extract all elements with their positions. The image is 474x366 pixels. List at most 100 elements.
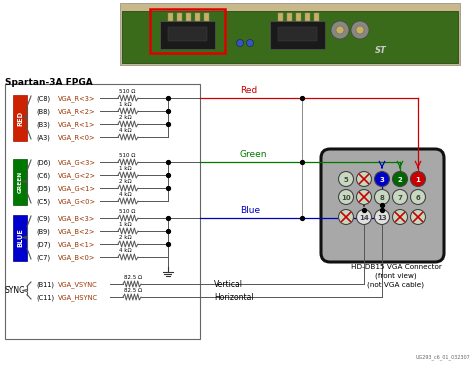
Text: (B11): (B11) [36,281,54,288]
Text: (D7): (D7) [36,241,51,248]
Text: (C6): (C6) [36,172,50,179]
Text: VGA_G<3>: VGA_G<3> [58,159,96,166]
Text: Vertical: Vertical [214,280,243,289]
Text: VGA_HSYNC: VGA_HSYNC [58,294,98,301]
Text: VGA_B<1>: VGA_B<1> [58,241,95,248]
Text: (B8): (B8) [36,108,50,115]
Circle shape [374,172,390,187]
Bar [195,13,200,21]
Bar [168,13,173,21]
Circle shape [410,190,426,205]
Text: 4 kΩ: 4 kΩ [119,248,132,253]
Bar [305,13,310,21]
Text: VGA_VSYNC: VGA_VSYNC [58,281,98,288]
Text: (B3): (B3) [36,121,50,128]
Text: 1 kΩ: 1 kΩ [119,166,132,171]
Text: Green: Green [240,150,267,159]
Text: Red: Red [240,86,257,95]
Circle shape [410,172,426,187]
Circle shape [392,190,408,205]
Text: 6: 6 [416,194,420,201]
Text: 2: 2 [398,176,402,183]
Circle shape [338,209,354,224]
Circle shape [374,209,390,224]
Text: (C9): (C9) [36,215,50,222]
Circle shape [338,190,354,205]
Text: (C5): (C5) [36,198,50,205]
Text: 10: 10 [341,194,351,201]
Text: ST: ST [375,46,387,55]
Text: (D5): (D5) [36,185,51,192]
Text: GREEN: GREEN [18,171,22,193]
Bar [160,21,215,49]
Text: Spartan-3A FPGA: Spartan-3A FPGA [5,78,93,87]
Circle shape [246,40,254,46]
Circle shape [374,190,390,205]
Text: 1 kΩ: 1 kΩ [119,222,132,227]
Text: 8: 8 [380,194,384,201]
Text: 510 Ω: 510 Ω [119,209,136,214]
Text: VGA_B<2>: VGA_B<2> [58,228,95,235]
Text: VGA_R<3>: VGA_R<3> [58,95,95,102]
Circle shape [338,172,354,187]
Text: 82.5 Ω: 82.5 Ω [124,275,142,280]
Text: VGA_G<0>: VGA_G<0> [58,198,96,205]
Bar [177,13,182,21]
Circle shape [351,21,369,39]
Bar [168,27,207,41]
Text: (C11): (C11) [36,294,54,301]
Bar [186,13,191,21]
Circle shape [392,209,408,224]
Text: 7: 7 [398,194,402,201]
Bar [314,13,319,21]
Text: 2 kΩ: 2 kΩ [119,235,132,240]
Circle shape [356,26,364,34]
Text: UG293_c6_01_032307: UG293_c6_01_032307 [415,354,470,360]
Text: VGA_G<1>: VGA_G<1> [58,185,96,192]
Text: 13: 13 [377,214,387,220]
Text: (D6): (D6) [36,159,51,166]
Text: VGA_R<2>: VGA_R<2> [58,108,96,115]
Text: VGA_R<0>: VGA_R<0> [58,134,96,141]
Bar [296,13,301,21]
Circle shape [331,21,349,39]
Text: BLUE: BLUE [17,228,23,247]
Bar [13,95,27,141]
Bar [120,3,460,65]
Bar [204,13,209,21]
Text: 4 kΩ: 4 kΩ [119,192,132,197]
Circle shape [356,190,372,205]
Text: VGA_G<2>: VGA_G<2> [58,172,96,179]
Text: 2 kΩ: 2 kΩ [119,115,132,120]
Text: 5: 5 [344,176,348,183]
Bar [278,27,317,41]
Text: 510 Ω: 510 Ω [119,153,136,158]
FancyBboxPatch shape [321,149,444,262]
Bar [270,21,325,49]
Bar [278,13,283,21]
Text: 82.5 Ω: 82.5 Ω [124,288,142,293]
Text: SYNC: SYNC [5,286,26,295]
Text: 14: 14 [359,214,369,220]
Text: VGA_R<1>: VGA_R<1> [58,121,95,128]
Circle shape [237,40,244,46]
Text: 1: 1 [416,176,420,183]
Bar [5,84,200,339]
Text: (B9): (B9) [36,228,50,235]
Circle shape [392,172,408,187]
Text: Blue: Blue [240,206,260,215]
Bar [13,159,27,205]
Circle shape [356,172,372,187]
Text: VGA_B<3>: VGA_B<3> [58,215,95,222]
Text: HD-DB15 VGA Connector
(front view)
(not VGA cable): HD-DB15 VGA Connector (front view) (not … [351,264,441,288]
Circle shape [410,209,426,224]
Text: VGA_B<0>: VGA_B<0> [58,254,95,261]
Bar [13,215,27,261]
Bar [150,9,225,53]
Text: (C8): (C8) [36,95,50,102]
Text: (A3): (A3) [36,134,50,141]
Text: 510 Ω: 510 Ω [119,89,136,94]
Bar [287,13,292,21]
Text: Horizontal: Horizontal [214,293,254,302]
Text: RED: RED [17,111,23,126]
